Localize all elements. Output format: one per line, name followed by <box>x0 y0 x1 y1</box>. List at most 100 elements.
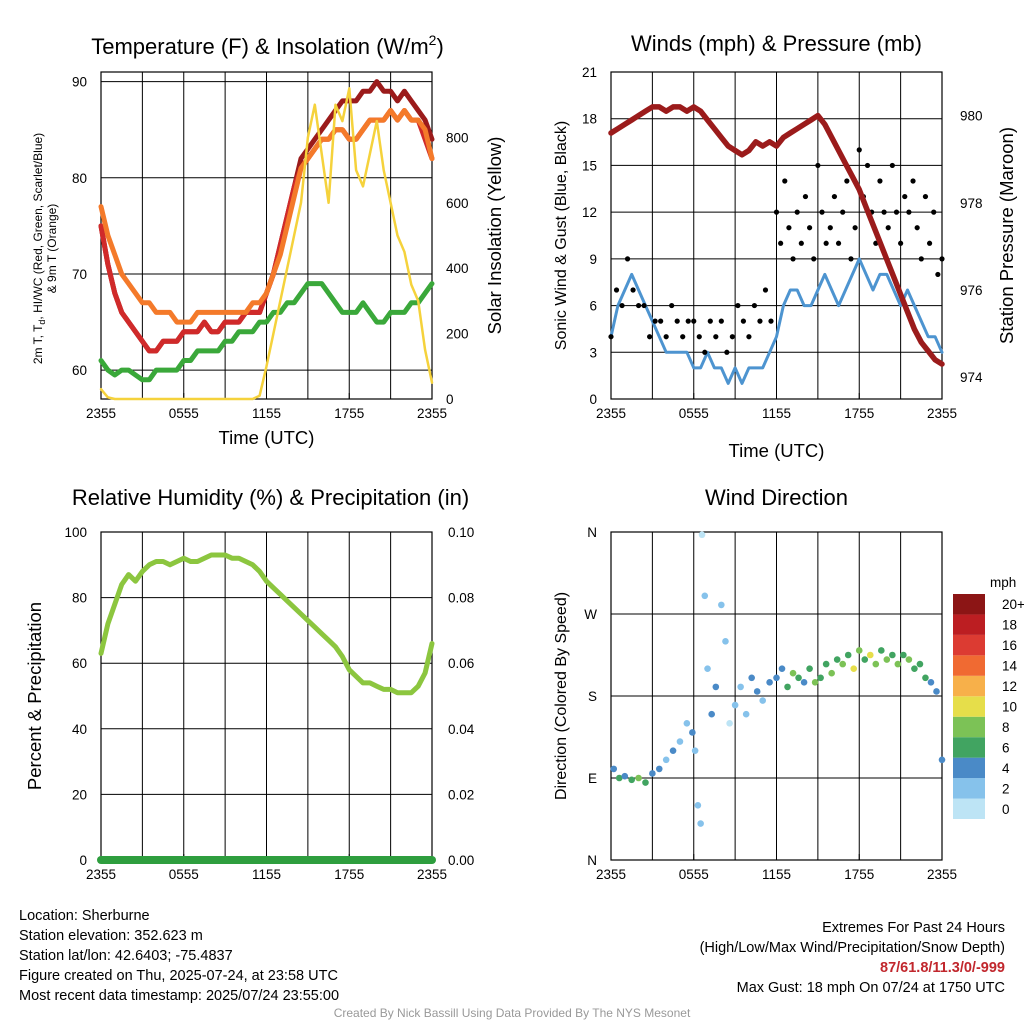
chart-title: Winds (mph) & Pressure (mb) <box>631 31 922 56</box>
extremes-info: Extremes For Past 24 Hours (High/Low/Max… <box>700 918 1005 998</box>
direction-point <box>795 674 802 682</box>
direction-point <box>655 765 663 773</box>
gust-point <box>939 256 945 262</box>
x-tick-label: 2355 <box>417 867 447 882</box>
y-axis-label: Sonic Wind & Gust (Blue, Black) <box>553 121 570 350</box>
gust-point <box>613 287 620 293</box>
y-tick-label: N <box>587 853 597 868</box>
y2-tick-label: 0 <box>446 392 454 407</box>
legend-swatch <box>953 594 985 615</box>
y2-tick-label: 400 <box>446 261 469 276</box>
direction-point <box>694 802 702 809</box>
x-tick-label: 2355 <box>596 406 626 421</box>
x-tick-label: 2355 <box>596 867 626 882</box>
max-gust: Max Gust: 18 mph On 07/24 at 1750 UTC <box>736 980 1005 996</box>
gust-point <box>877 178 883 184</box>
chart-title: Wind Direction <box>705 485 848 510</box>
direction-point <box>778 665 786 672</box>
gust-point <box>840 209 846 215</box>
direction-point <box>855 647 863 654</box>
direction-point <box>822 660 830 668</box>
legend-title: mph <box>990 575 1016 590</box>
x-tick-label: 0555 <box>169 406 199 421</box>
y-tick-label: 9 <box>589 252 597 267</box>
direction-point <box>894 660 902 668</box>
gust-point <box>729 334 735 340</box>
extremes-title: Extremes For Past 24 Hours <box>822 920 1005 936</box>
direction-point <box>610 765 618 773</box>
x-tick-label: 0555 <box>679 867 709 882</box>
extremes-subtitle: (High/Low/Max Wind/Precipitation/Snow De… <box>699 940 1005 956</box>
gust-point <box>635 302 642 309</box>
direction-point <box>753 688 761 695</box>
y-tick-label: 60 <box>72 363 87 378</box>
gust-point <box>630 287 636 293</box>
x-axis-label: Time (UTC) <box>219 427 315 448</box>
direction-point <box>766 679 773 686</box>
direction-point <box>900 651 907 659</box>
gust-point <box>702 349 708 355</box>
gust-point <box>819 209 825 215</box>
gust-point <box>680 334 686 340</box>
gust-point <box>794 209 800 215</box>
x-tick-label: 2355 <box>86 406 116 421</box>
x-tick-label: 0555 <box>169 867 199 882</box>
direction-point <box>866 651 874 659</box>
direction-point <box>905 656 913 663</box>
x-tick-label: 1155 <box>762 867 791 882</box>
gust-point <box>827 225 833 231</box>
direction-point <box>726 720 733 727</box>
gust-point <box>835 240 842 246</box>
y2-tick-label: 0.08 <box>448 591 474 606</box>
panel-1: 2355 0555 1155 1755 2355 60 70 80 90 0 200 400 600 80… <box>31 32 505 448</box>
y-axis-label-2: & 9m T (Orange) <box>45 204 59 294</box>
y-tick-label: 40 <box>72 722 87 737</box>
gust-point <box>815 162 821 169</box>
direction-point <box>683 720 691 727</box>
gust-point <box>691 318 697 324</box>
gust-point <box>768 318 774 324</box>
gust-point <box>685 318 691 324</box>
gust-point <box>910 178 916 184</box>
y2-tick-label: 800 <box>446 130 469 145</box>
series-line-5 <box>99 87 434 401</box>
direction-point <box>708 710 715 718</box>
legend-swatch <box>953 757 985 779</box>
direction-point <box>704 665 711 672</box>
y-tick-label: E <box>588 771 597 786</box>
gust-point <box>885 225 891 231</box>
y-axis-label: Percent & Precipitation <box>24 602 45 790</box>
y2-tick-label: 0.02 <box>448 787 474 802</box>
y2-axis-label: Solar Insolation (Yellow) <box>484 137 505 335</box>
y2-axis-label: Station Pressure (Maroon) <box>996 127 1017 344</box>
gust-point <box>762 287 769 293</box>
gust-point <box>881 209 887 215</box>
gust-point <box>798 240 804 246</box>
gust-point <box>619 302 625 309</box>
gust-point <box>902 193 908 200</box>
direction-point <box>839 660 846 668</box>
legend-swatch <box>953 655 985 676</box>
legend-swatch <box>953 675 985 697</box>
direction-point <box>701 592 709 600</box>
y-tick-label: 80 <box>72 171 87 186</box>
y-tick-label: 18 <box>582 112 597 127</box>
gust-point <box>893 209 900 215</box>
legend-label: 12 <box>1002 679 1017 694</box>
direction-point <box>635 774 642 782</box>
legend-label: 20+ <box>1002 597 1024 612</box>
legend-label: 16 <box>1002 638 1017 653</box>
series-line-1 <box>98 552 435 696</box>
gust-point <box>658 318 664 324</box>
y-tick-label: 15 <box>582 158 597 173</box>
y2-tick-label: 0.04 <box>448 722 475 737</box>
credit-line: Created By Nick Bassill Using Data Provi… <box>333 1006 691 1020</box>
y2-tick-label: 976 <box>960 283 983 298</box>
y-tick-label: 60 <box>72 656 87 671</box>
gust-point <box>740 318 747 324</box>
gust-point <box>856 147 862 153</box>
gust-point <box>848 256 854 262</box>
gust-point <box>674 318 680 324</box>
direction-point <box>850 665 858 672</box>
gust-point <box>831 193 838 200</box>
